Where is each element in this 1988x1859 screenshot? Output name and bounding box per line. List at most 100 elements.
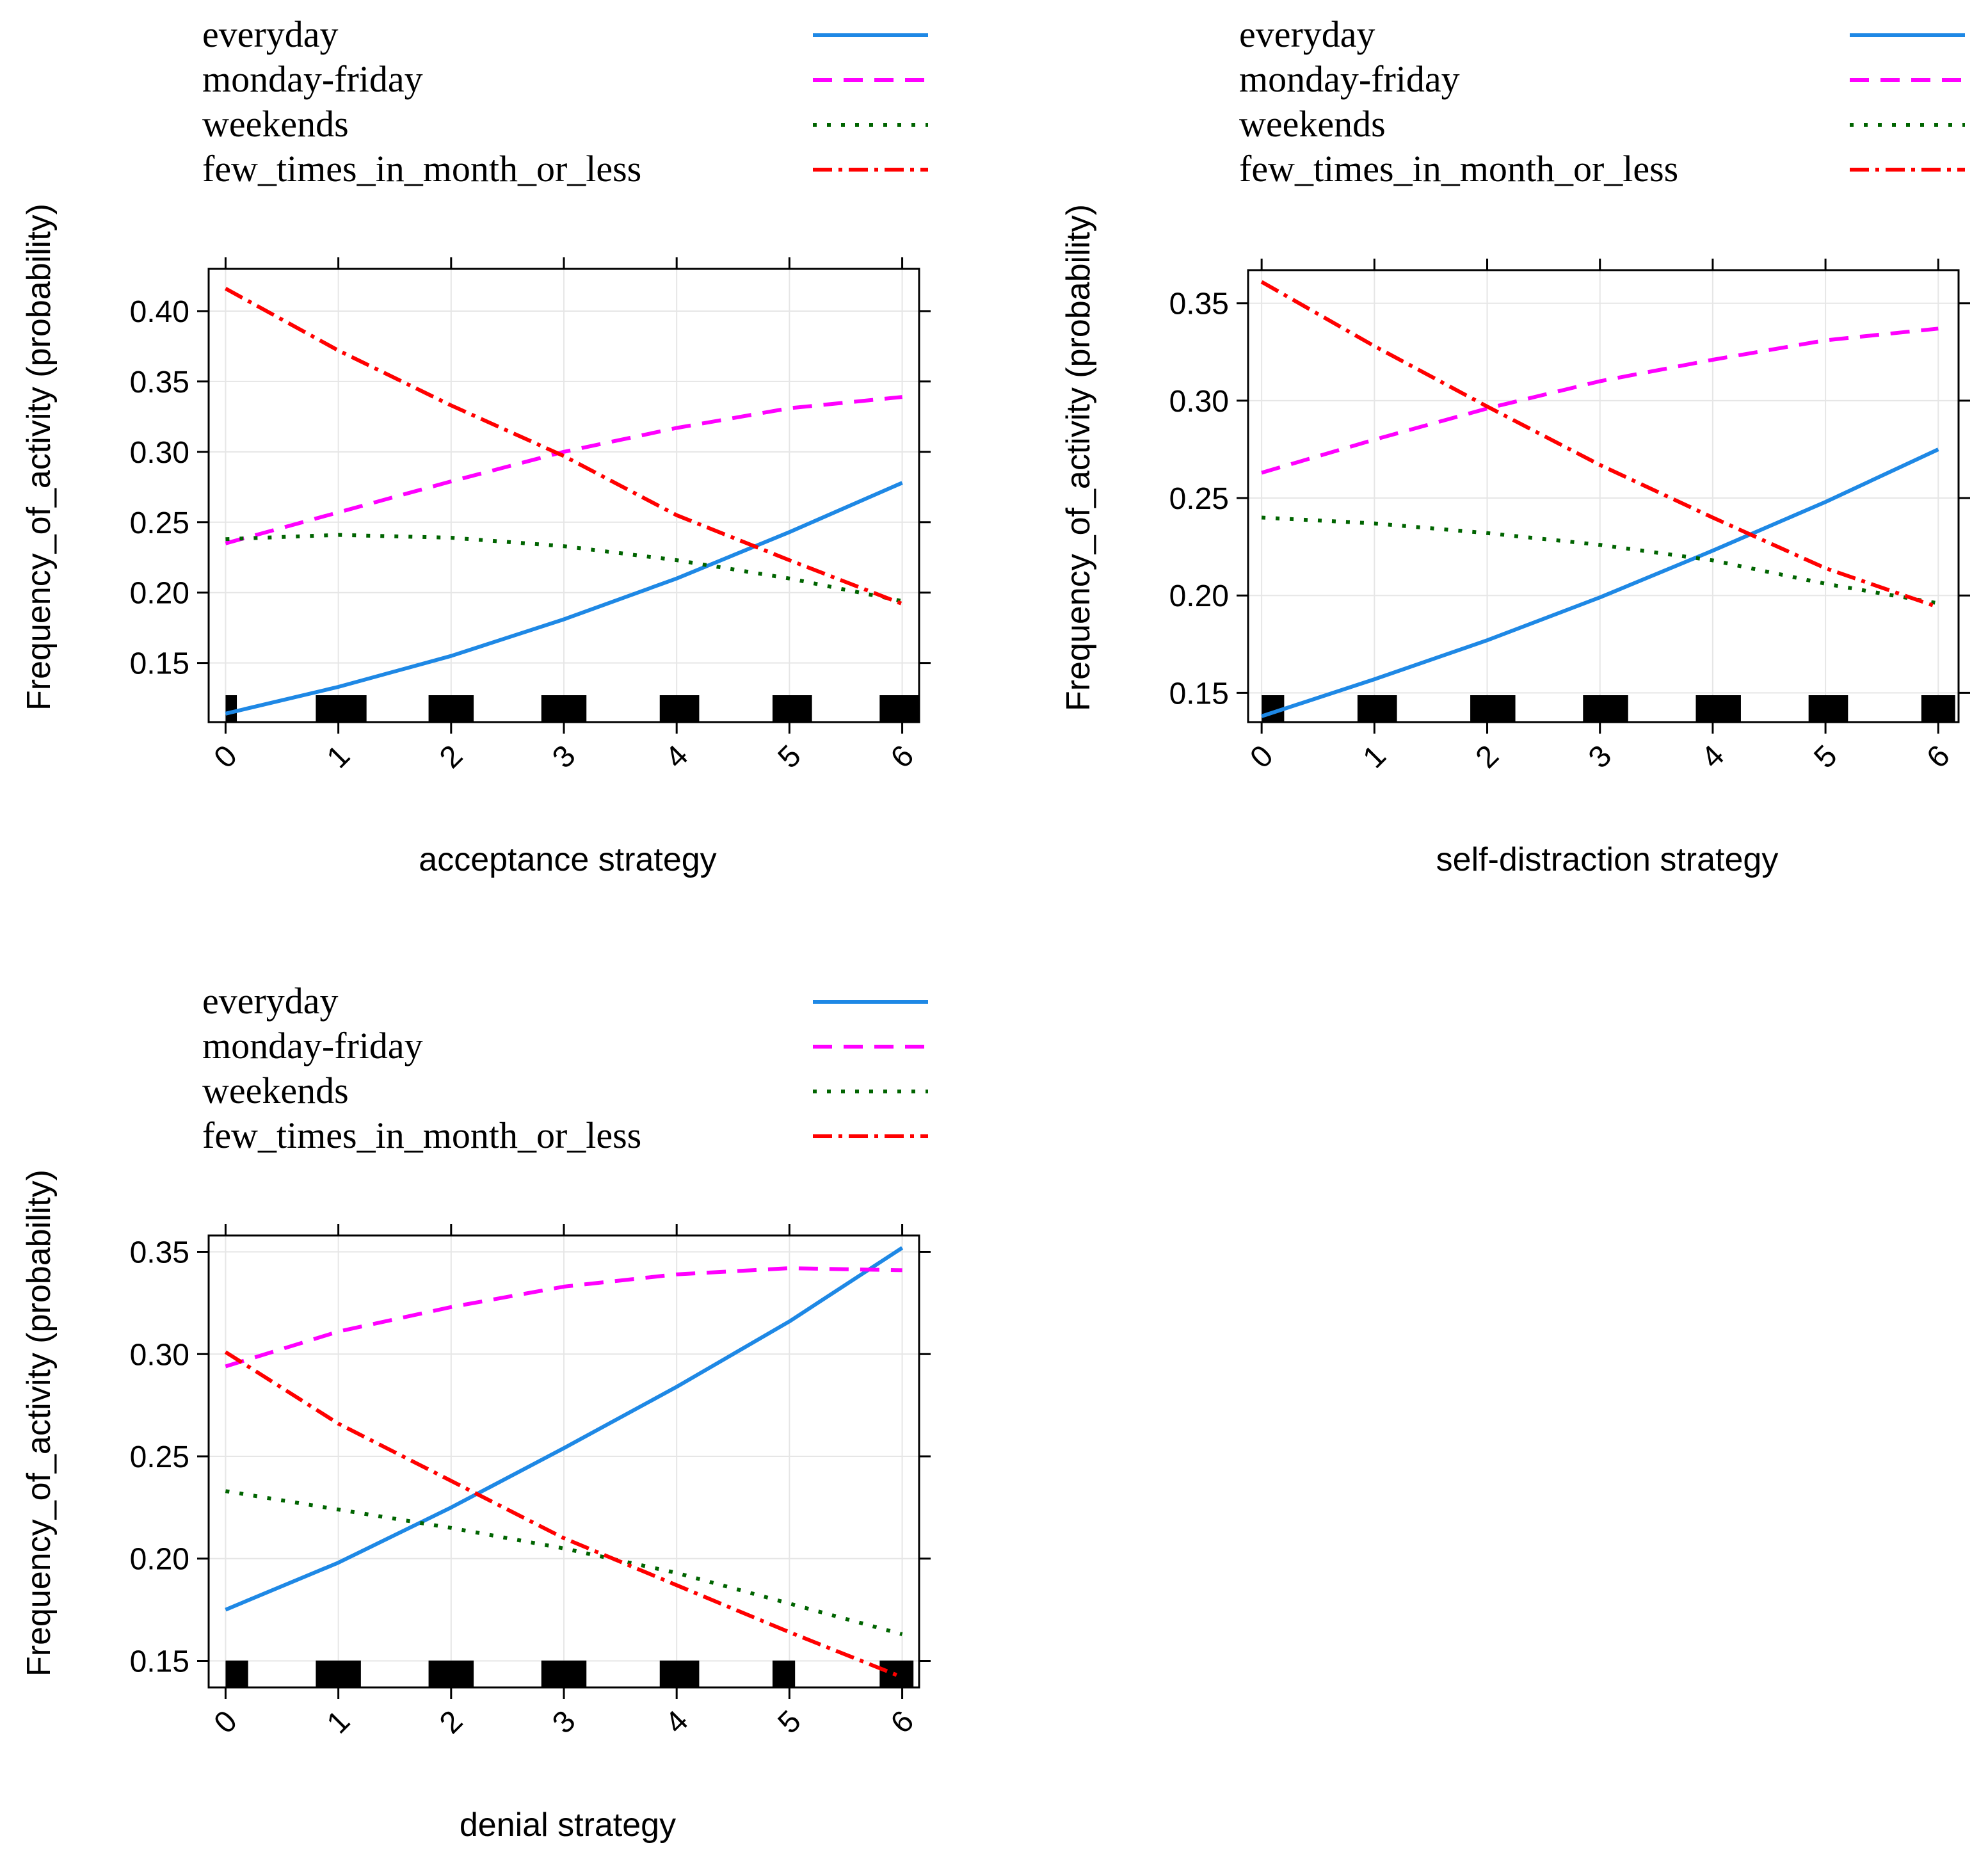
legend-label: weekends [202,103,349,145]
legend: everydaymonday-fridayweekendsfew_times_i… [1239,13,1965,189]
series-line-weekends [225,1489,903,1636]
x-tick-label: 4 [659,1704,694,1740]
rug-block [1583,695,1628,722]
legend-label: weekends [1239,103,1386,145]
rug-block [879,695,919,722]
gridlines [209,1235,919,1687]
rug-block [225,695,237,722]
y-tick-label: 0.35 [1169,287,1229,321]
rug-block [772,1661,796,1687]
x-tick-label: 4 [659,739,694,775]
y-tick-label: 0.20 [130,1543,189,1577]
rug-block [428,1661,474,1687]
rug [1262,695,1955,722]
y-tick-label: 0.15 [1169,677,1229,711]
series-line-everyday [225,481,903,716]
x-tick-label: 6 [1920,739,1956,775]
plot-frame [1247,269,1960,723]
rug-block [1695,695,1741,722]
series-line-weekends [225,533,903,603]
rug-block [659,695,700,722]
legend: everydaymonday-fridayweekendsfew_times_i… [202,980,928,1156]
x-tick-label: 1 [321,1704,357,1740]
y-axis-title: Frequency_of_activity (probability) [20,1170,58,1677]
x-tick-label: 4 [1695,739,1731,775]
rug-block [316,1661,361,1687]
series-line-everyday [225,1246,904,1612]
legend-label: everyday [202,980,339,1022]
x-tick-label: 0 [1244,739,1279,775]
chart-panel-1: everydaymonday-fridayweekendsfew_times_i… [20,13,931,878]
legend-label: monday-friday [1239,58,1460,100]
y-tick-label: 0.25 [1169,482,1229,516]
x-tick-label: 2 [1470,739,1505,775]
y-tick-label: 0.15 [130,1645,189,1678]
rug [225,695,919,722]
legend-label: everyday [1239,13,1375,55]
chart-panel-2: everydaymonday-fridayweekendsfew_times_i… [1060,13,1970,878]
gridlines [1248,270,1959,722]
legend-label: everyday [202,13,339,55]
rug-block [1470,695,1516,722]
x-tick-label: 2 [433,739,469,775]
series-line-few-times-in-month-or-less [224,1350,903,1679]
x-tick-label: 3 [546,1704,582,1740]
x-axis-title: self-distraction strategy [1436,841,1779,878]
y-tick-label: 0.40 [130,295,189,329]
legend-label: few_times_in_month_or_less [1239,148,1678,189]
y-tick-label: 0.20 [1169,579,1229,613]
rug-block [541,695,587,722]
y-tick-label: 0.30 [1169,385,1229,419]
chart-panel-3: everydaymonday-fridayweekendsfew_times_i… [20,980,931,1844]
legend-label: few_times_in_month_or_less [202,1115,641,1156]
y-tick-label: 0.25 [130,1440,189,1474]
rug-block [772,695,812,722]
rug-block [225,1661,248,1687]
rug-block [1357,695,1397,722]
x-tick-label: 2 [433,1704,469,1740]
y-tick-label: 0.25 [130,506,189,540]
x-tick-label: 1 [1357,739,1393,775]
x-axis-title: acceptance strategy [419,841,716,878]
y-tick-label: 0.15 [130,647,189,681]
series-line-weekends [1261,515,1939,606]
series-line-few-times-in-month-or-less [1260,280,1939,609]
rug-block [1921,695,1955,722]
x-tick-label: 0 [208,739,244,775]
y-tick-label: 0.30 [130,1338,189,1372]
rug-block [659,1661,700,1687]
rug-block [428,695,474,722]
y-tick-label: 0.35 [130,366,189,399]
x-tick-label: 6 [885,1704,920,1740]
x-tick-label: 1 [321,739,357,775]
x-tick-label: 5 [772,1704,808,1740]
x-tick-label: 3 [546,739,582,775]
x-tick-label: 5 [1808,739,1843,775]
legend-label: weekends [202,1070,349,1111]
legend-label: few_times_in_month_or_less [202,148,641,189]
series-line-few-times-in-month-or-less [224,287,903,606]
y-axis-title: Frequency_of_activity (probability) [1060,204,1097,711]
series-line-monday-friday [225,395,902,545]
x-tick-label: 5 [772,739,808,775]
y-tick-label: 0.35 [130,1236,189,1270]
series-line-monday-friday [1261,326,1939,475]
rug-block [316,695,367,722]
rug-block [1808,695,1848,722]
y-axis-title: Frequency_of_activity (probability) [20,204,58,711]
gridlines [209,269,919,722]
y-tick-label: 0.30 [130,436,189,470]
rug [225,1661,914,1687]
x-tick-label: 6 [885,739,920,775]
legend-label: monday-friday [202,1025,423,1066]
x-axis-title: denial strategy [460,1807,676,1844]
rug-block [541,1661,587,1687]
legend-label: monday-friday [202,58,423,100]
x-tick-label: 0 [208,1704,244,1740]
y-tick-label: 0.20 [130,577,189,611]
series-line-everyday [1261,447,1939,718]
series-line-monday-friday [225,1266,902,1369]
legend: everydaymonday-fridayweekendsfew_times_i… [202,13,928,189]
x-tick-label: 3 [1582,739,1618,775]
